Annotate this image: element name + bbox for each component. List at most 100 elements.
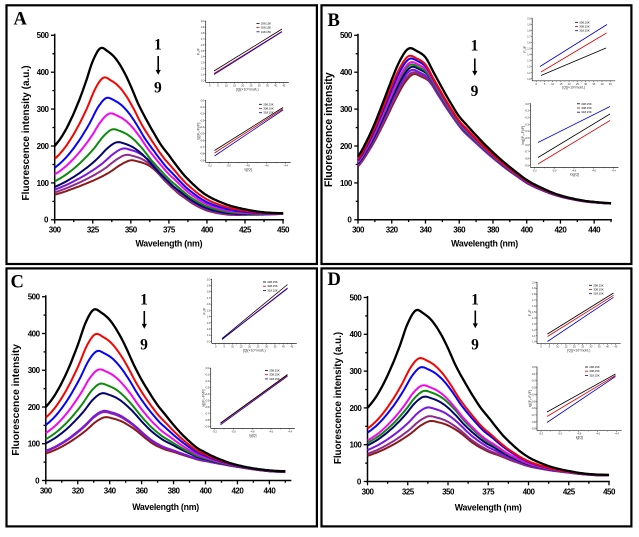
svg-text:380: 380 <box>168 486 181 495</box>
svg-text:360: 360 <box>136 486 149 495</box>
svg-text:-4.4: -4.4 <box>615 432 620 436</box>
svg-text:400: 400 <box>523 487 536 496</box>
svg-text:-4.4: -4.4 <box>611 168 616 172</box>
svg-text:A: A <box>14 10 28 30</box>
svg-text:Fluorescence intensity (a.u.): Fluorescence intensity (a.u.) <box>21 65 32 200</box>
svg-text:425: 425 <box>563 487 576 496</box>
svg-text:1.2: 1.2 <box>532 328 536 332</box>
svg-text:420: 420 <box>554 226 567 235</box>
svg-text:lg[(F₀-F)/F]: lg[(F₀-F)/F] <box>528 390 532 407</box>
svg-text:1: 1 <box>471 292 479 309</box>
svg-text:1.6: 1.6 <box>207 302 211 306</box>
svg-text:0.0: 0.0 <box>532 365 536 369</box>
svg-text:Wavelength (nm): Wavelength (nm) <box>132 502 199 512</box>
svg-text:298.15K: 298.15K <box>261 21 272 25</box>
svg-text:-4.8: -4.8 <box>246 163 251 167</box>
svg-text:2.0: 2.0 <box>201 19 205 23</box>
svg-text:308.15K: 308.15K <box>269 373 280 377</box>
svg-text:400: 400 <box>201 226 214 235</box>
svg-text:F₀/F: F₀/F <box>523 46 527 53</box>
svg-text:1.9: 1.9 <box>207 284 211 288</box>
svg-text:lg[Q]: lg[Q] <box>249 433 256 437</box>
svg-text:-0.3: -0.3 <box>531 386 536 390</box>
svg-text:B: B <box>328 11 340 31</box>
svg-text:9: 9 <box>471 337 479 354</box>
svg-text:-0.3: -0.3 <box>205 386 210 390</box>
svg-text:400: 400 <box>340 68 353 77</box>
svg-text:20: 20 <box>573 345 576 349</box>
svg-text:-5.0: -5.0 <box>558 432 563 436</box>
svg-text:Wavelength (nm): Wavelength (nm) <box>455 502 522 512</box>
svg-text:-5.2: -5.2 <box>213 429 218 433</box>
svg-text:[Q](×10⁵mol/L): [Q](×10⁵mol/L) <box>562 86 585 90</box>
svg-text:-4.6: -4.6 <box>265 163 270 167</box>
svg-text:35: 35 <box>592 82 595 86</box>
svg-text:340: 340 <box>104 486 117 495</box>
svg-text:10: 10 <box>556 345 559 349</box>
svg-text:0: 0 <box>347 216 352 225</box>
svg-text:1.3: 1.3 <box>527 59 531 63</box>
svg-text:45: 45 <box>609 82 612 86</box>
svg-text:35: 35 <box>598 345 601 349</box>
svg-text:200: 200 <box>28 403 41 412</box>
svg-text:1.9: 1.9 <box>532 286 536 290</box>
svg-text:340: 340 <box>420 226 433 235</box>
svg-text:-5.0: -5.0 <box>227 163 232 167</box>
svg-text:-0.4: -0.4 <box>525 129 530 133</box>
svg-text:200: 200 <box>349 404 362 413</box>
svg-text:0: 0 <box>35 476 40 485</box>
svg-text:-0.8: -0.8 <box>205 418 210 422</box>
svg-text:308.15K: 308.15K <box>589 369 600 373</box>
svg-text:298.15K: 298.15K <box>269 369 280 373</box>
svg-text:100: 100 <box>349 441 362 450</box>
svg-text:1.2: 1.2 <box>201 67 205 71</box>
svg-text:C: C <box>11 273 24 293</box>
svg-text:-5.2: -5.2 <box>532 168 537 172</box>
svg-text:25: 25 <box>256 344 259 348</box>
svg-text:500: 500 <box>28 293 41 302</box>
svg-text:-0.4: -0.4 <box>200 125 205 129</box>
svg-text:-0.8: -0.8 <box>531 420 536 424</box>
svg-text:-0.9: -0.9 <box>205 424 210 428</box>
svg-text:-0.6: -0.6 <box>531 406 536 410</box>
svg-text:20: 20 <box>568 82 571 86</box>
svg-text:318.15K: 318.15K <box>269 377 280 381</box>
svg-text:1.3: 1.3 <box>201 61 205 65</box>
svg-text:[Q](×10⁵mol/L): [Q](×10⁵mol/L) <box>236 87 259 91</box>
svg-text:298.15K: 298.15K <box>581 102 592 106</box>
svg-text:15: 15 <box>564 345 567 349</box>
svg-text:-0.8: -0.8 <box>200 152 205 156</box>
svg-text:1.5: 1.5 <box>532 310 536 314</box>
svg-text:30: 30 <box>265 344 268 348</box>
svg-text:350: 350 <box>442 487 455 496</box>
svg-text:300: 300 <box>37 105 50 114</box>
svg-text:298.15K: 298.15K <box>267 280 278 284</box>
svg-text:45: 45 <box>290 344 293 348</box>
svg-text:-0.2: -0.2 <box>205 379 210 383</box>
svg-text:298.15K: 298.15K <box>579 20 590 24</box>
svg-text:318.15K: 318.15K <box>593 292 604 296</box>
svg-text:380: 380 <box>487 226 500 235</box>
svg-text:1.7: 1.7 <box>207 296 211 300</box>
svg-text:200: 200 <box>340 142 353 151</box>
svg-text:-4.4: -4.4 <box>284 163 289 167</box>
svg-text:500: 500 <box>340 31 353 40</box>
svg-text:450: 450 <box>603 487 616 496</box>
svg-text:-4.6: -4.6 <box>596 432 601 436</box>
svg-text:30: 30 <box>584 82 587 86</box>
svg-text:25: 25 <box>249 83 252 87</box>
svg-text:318.15K: 318.15K <box>263 111 274 115</box>
svg-text:-0.9: -0.9 <box>531 427 536 431</box>
svg-text:100: 100 <box>340 179 353 188</box>
svg-text:5: 5 <box>223 344 225 348</box>
svg-text:[Q](×10⁵mol/L): [Q](×10⁵mol/L) <box>567 349 590 353</box>
svg-text:1.1: 1.1 <box>527 71 531 75</box>
svg-text:-4.6: -4.6 <box>269 429 274 433</box>
svg-text:320: 320 <box>386 226 399 235</box>
svg-text:-0.2: -0.2 <box>525 116 530 120</box>
svg-text:-0.5: -0.5 <box>525 136 530 140</box>
svg-text:300: 300 <box>40 486 53 495</box>
svg-text:-5.0: -5.0 <box>231 429 236 433</box>
svg-text:-0.6: -0.6 <box>205 405 210 409</box>
svg-text:40: 40 <box>606 345 609 349</box>
